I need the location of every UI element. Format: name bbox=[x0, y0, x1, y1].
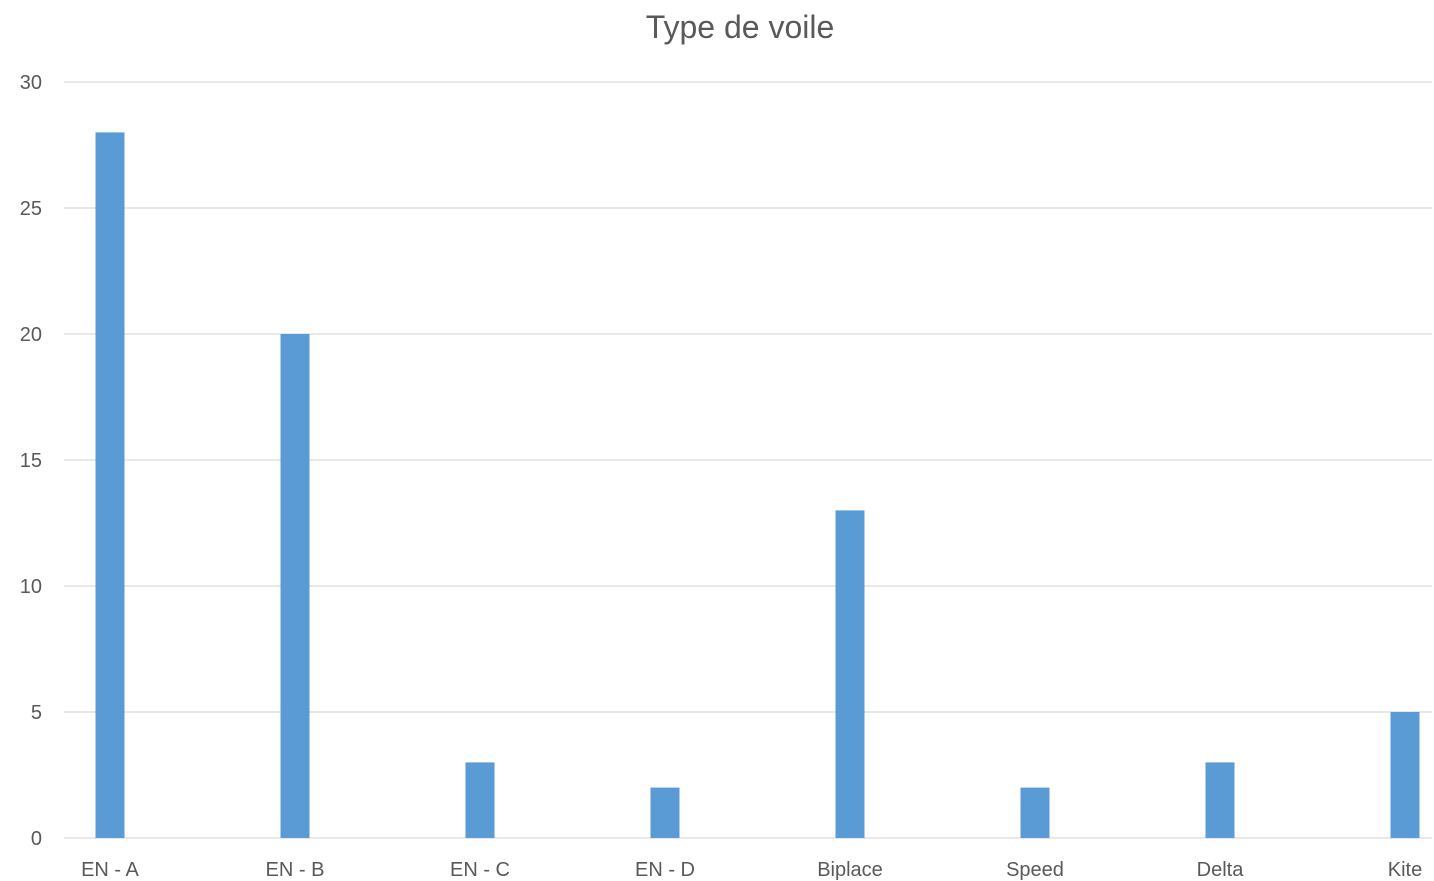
y-axis-tick-labels: 0 5 10 15 20 25 30 bbox=[20, 72, 42, 850]
y-tick-label: 5 bbox=[31, 702, 42, 724]
x-tick-label: EN - B bbox=[266, 859, 325, 881]
y-tick-label: 25 bbox=[20, 198, 42, 220]
chart-title: Type de voile bbox=[646, 9, 835, 45]
x-tick-label: Biplace bbox=[817, 859, 883, 881]
gridlines bbox=[64, 81, 1432, 839]
bar bbox=[1020, 787, 1050, 838]
x-tick-label: Speed bbox=[1006, 859, 1064, 881]
bar bbox=[95, 132, 125, 838]
x-tick-label: Delta bbox=[1197, 859, 1245, 881]
x-axis-tick-labels: EN - A EN - B EN - C EN - D Biplace Speed Delt… bbox=[81, 859, 1422, 881]
y-tick-label: 15 bbox=[20, 450, 42, 472]
bars bbox=[95, 132, 1420, 838]
bar bbox=[650, 787, 680, 838]
y-tick-label: 20 bbox=[20, 324, 42, 346]
bar bbox=[465, 762, 495, 838]
x-tick-label: EN - C bbox=[450, 859, 510, 881]
x-tick-label: Kite bbox=[1388, 859, 1422, 881]
y-tick-label: 30 bbox=[20, 72, 42, 94]
x-tick-label: EN - D bbox=[635, 859, 695, 881]
bar bbox=[280, 334, 310, 838]
y-tick-label: 10 bbox=[20, 576, 42, 598]
bar bbox=[1390, 712, 1420, 838]
bar bbox=[1205, 762, 1235, 838]
bar bbox=[835, 510, 865, 838]
x-tick-label: EN - A bbox=[81, 859, 139, 881]
y-tick-label: 0 bbox=[31, 828, 42, 850]
